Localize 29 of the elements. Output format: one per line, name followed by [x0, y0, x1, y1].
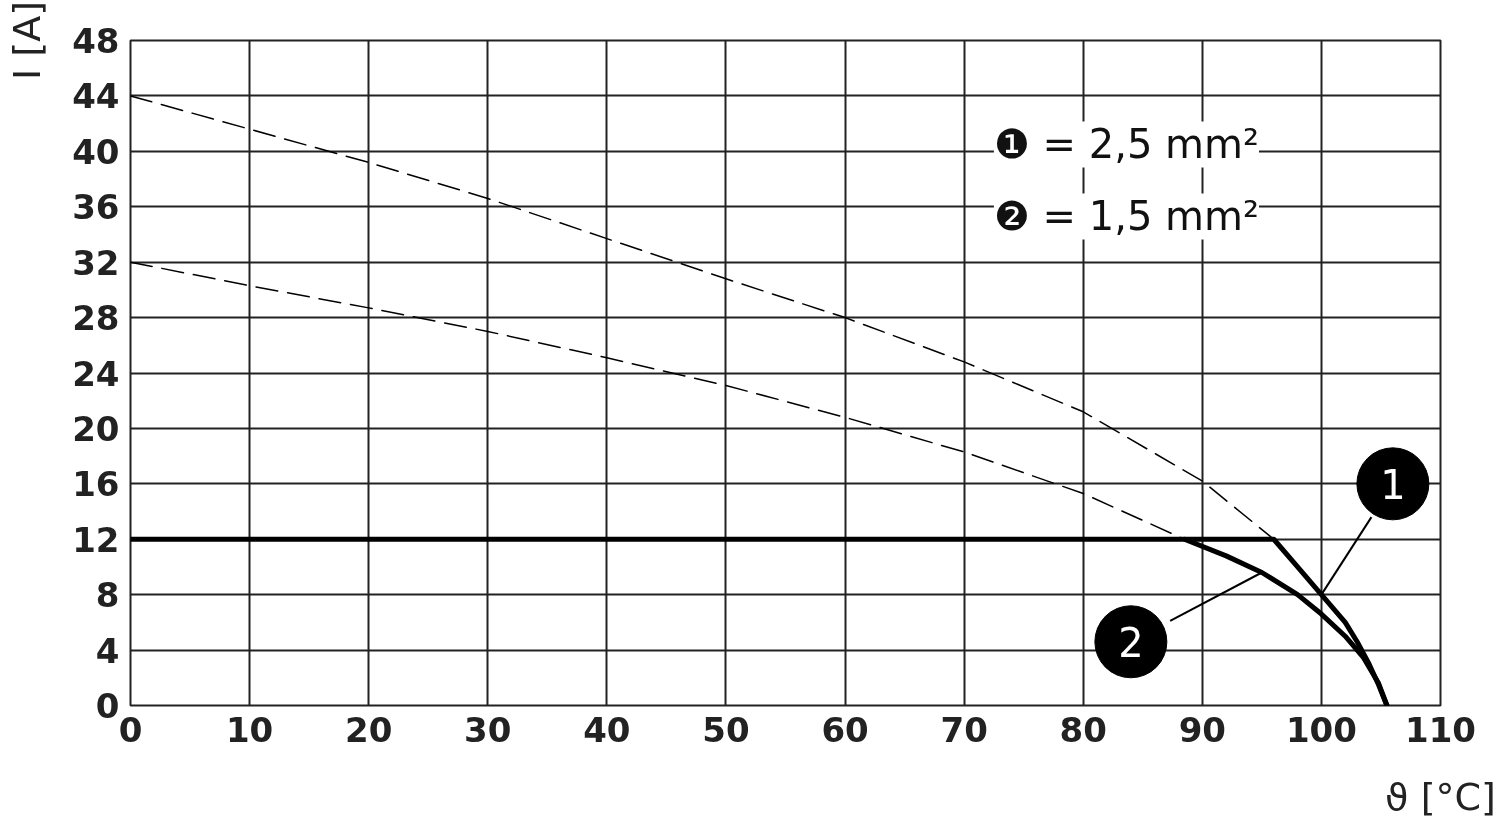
- y-axis-title: I [A]: [5, 1, 50, 80]
- x-tick-label: 40: [583, 709, 631, 750]
- x-tick-label: 30: [464, 709, 512, 750]
- y-tick-label: 8: [95, 575, 120, 616]
- y-tick-label: 44: [72, 76, 120, 117]
- y-tick-label: 48: [72, 21, 120, 61]
- y-tick-label: 20: [72, 408, 120, 449]
- x-tick-label: 60: [821, 709, 869, 750]
- x-tick-label: 90: [1178, 709, 1226, 750]
- x-axis-title: ϑ [°C]: [1385, 774, 1496, 819]
- y-tick-label: 16: [72, 464, 120, 505]
- x-tick-label: 20: [345, 709, 393, 750]
- y-tick-label: 28: [72, 298, 120, 339]
- x-tick-label: 110: [1405, 709, 1476, 750]
- y-tick-label: 32: [72, 242, 120, 283]
- y-tick-label: 4: [95, 630, 120, 671]
- x-tick-label: 50: [702, 709, 750, 750]
- y-tick-label: 36: [72, 187, 120, 228]
- y-tick-label: 24: [72, 353, 120, 394]
- x-tick-label: 100: [1285, 709, 1357, 750]
- annotation: ❷ = 1,5 mm²: [993, 193, 1260, 240]
- x-tick-label: 70: [940, 709, 988, 750]
- text: 1: [1380, 461, 1406, 508]
- y-tick-label: 12: [72, 519, 120, 560]
- x-tick-label: 10: [225, 709, 274, 750]
- x-tick-label: 80: [1059, 709, 1107, 750]
- annotation: ❶ = 2,5 mm²: [993, 121, 1260, 168]
- text: 2: [1118, 619, 1144, 666]
- y-tick-label: 40: [72, 131, 120, 172]
